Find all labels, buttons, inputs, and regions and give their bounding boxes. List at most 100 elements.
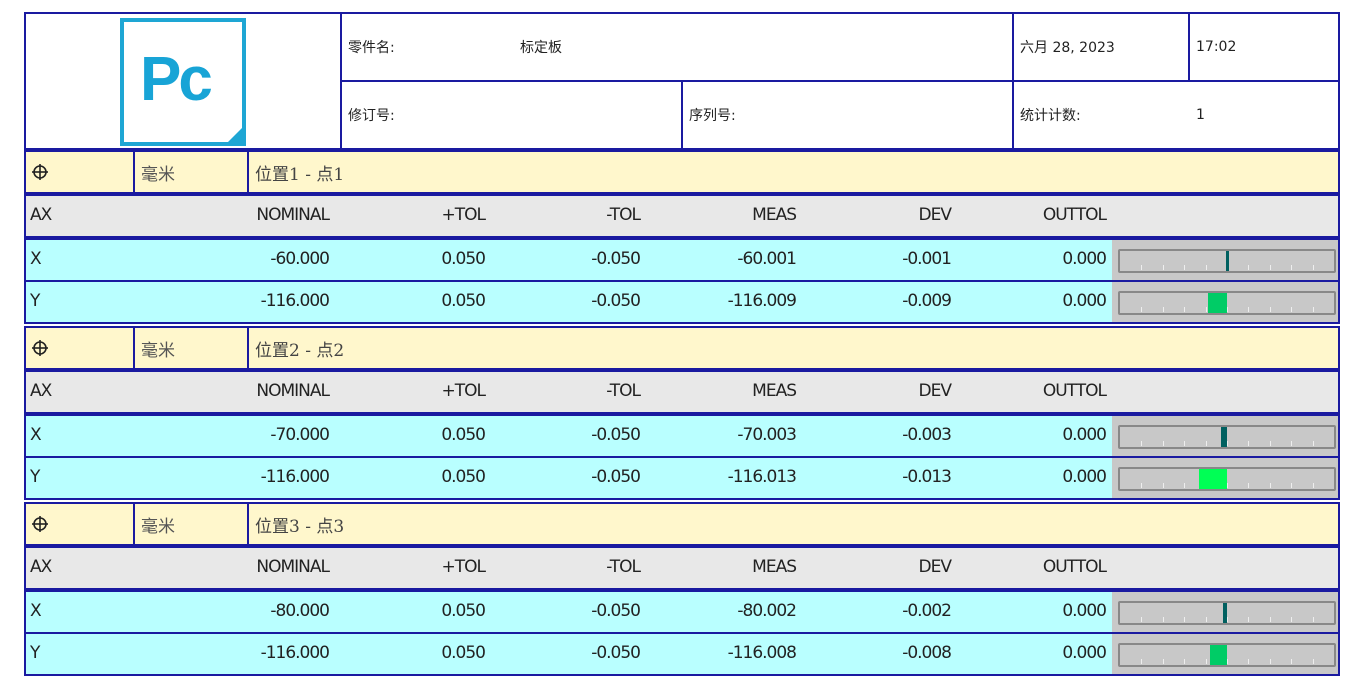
feature-title: 位置2 - 点2: [247, 326, 1340, 370]
bar-tick: [1141, 659, 1143, 664]
column-header: +TOL: [441, 381, 486, 401]
bar-tick: [1312, 265, 1314, 270]
cell-plus-tol: 0.050: [441, 291, 486, 311]
cell-dev: -0.003: [902, 425, 952, 445]
column-header: -TOL: [606, 205, 641, 225]
bar-tick: [1312, 617, 1314, 622]
bar-tick: [1162, 659, 1164, 664]
bar-tick: [1184, 307, 1186, 312]
cell-meas: -116.008: [727, 643, 797, 663]
bar-tick: [1269, 441, 1271, 446]
bar-tick: [1227, 307, 1228, 312]
bar-tick: [1141, 441, 1143, 446]
deviation-bar: [1112, 282, 1338, 322]
column-header: OUTTOL: [1042, 557, 1107, 577]
deviation-bar: [1112, 240, 1338, 280]
column-header: NOMINAL: [256, 205, 330, 225]
feature-section: 毫米 位置3 - 点3 AX NOMINAL +TOL -TOL MEAS DEV OUTT…: [24, 502, 1340, 678]
cell-dev: -0.013: [902, 467, 952, 487]
pc-dmis-logo: Pc: [120, 18, 246, 146]
cell-outtol: 0.000: [1062, 643, 1107, 663]
cell-ax: Y: [30, 291, 40, 311]
bar-tick: [1162, 307, 1164, 312]
bar-tick: [1141, 483, 1143, 488]
cell-dev: -0.009: [902, 291, 952, 311]
bar-tick: [1291, 307, 1293, 312]
column-header: NOMINAL: [256, 381, 330, 401]
bar-tick: [1269, 483, 1271, 488]
column-header: OUTTOL: [1042, 205, 1107, 225]
bar-tick: [1248, 307, 1250, 312]
table-row: Y -116.000 0.050 -0.050 -116.009 -0.009 0.000: [24, 280, 1340, 324]
table-row: X -70.000 0.050 -0.050 -70.003 -0.003 0.000: [24, 414, 1340, 458]
cell-nominal: -116.000: [260, 291, 330, 311]
date: 六月 28, 2023: [1012, 12, 1190, 82]
table-row: Y -116.000 0.050 -0.050 -116.013 -0.013 0.000: [24, 456, 1340, 500]
cell-plus-tol: 0.050: [441, 643, 486, 663]
feature-title: 位置3 - 点3: [247, 502, 1340, 546]
cell-plus-tol: 0.050: [441, 601, 486, 621]
table-row: X -80.000 0.050 -0.050 -80.002 -0.002 0.000: [24, 590, 1340, 634]
cell-ax: X: [30, 601, 42, 621]
cell-nominal: -70.000: [270, 425, 330, 445]
cell-ax: Y: [30, 467, 40, 487]
bar-tick: [1141, 617, 1143, 622]
bar-tick: [1248, 483, 1250, 488]
column-header: MEAS: [752, 205, 797, 225]
bar-tick: [1184, 483, 1186, 488]
feature-title: 位置1 - 点1: [247, 150, 1340, 194]
part-name-label: 零件名:: [348, 40, 395, 56]
part-name-value: 标定板: [520, 40, 562, 56]
column-header-row: AX NOMINAL +TOL -TOL MEAS DEV OUTTOL: [24, 194, 1340, 238]
cell-outtol: 0.000: [1062, 467, 1107, 487]
feature-icon-cell: [24, 150, 135, 194]
column-header-row: AX NOMINAL +TOL -TOL MEAS DEV OUTTOL: [24, 370, 1340, 414]
deviation-bar: [1112, 416, 1338, 456]
cell-outtol: 0.000: [1062, 601, 1107, 621]
bar-tick: [1205, 307, 1207, 312]
revision-label: 修订号:: [348, 108, 395, 124]
deviation-fill: [1207, 293, 1227, 313]
column-header: DEV: [918, 557, 952, 577]
bar-tick: [1291, 441, 1293, 446]
column-header: +TOL: [441, 205, 486, 225]
deviation-bar: [1112, 458, 1338, 498]
bar-tick: [1291, 483, 1293, 488]
bar-tick: [1162, 441, 1164, 446]
cell-meas: -116.013: [727, 467, 797, 487]
deviation-fill: [1199, 469, 1227, 489]
column-header: NOMINAL: [256, 557, 330, 577]
cell-nominal: -60.000: [270, 249, 330, 269]
part-name-cell: 零件名: 标定板: [340, 12, 1014, 82]
cell-minus-tol: -0.050: [591, 467, 641, 487]
cell-outtol: 0.000: [1062, 425, 1107, 445]
serial-label: 序列号:: [689, 108, 736, 124]
cell-ax: X: [30, 249, 42, 269]
bar-tick: [1227, 441, 1228, 446]
cell-ax: Y: [30, 643, 40, 663]
bar-tick: [1227, 617, 1228, 622]
bar-tick: [1227, 483, 1228, 488]
column-header: AX: [30, 381, 52, 401]
stat-count-label: 统计计数:: [1020, 108, 1081, 124]
feature-icon-cell: [24, 502, 135, 546]
revision-cell: 修订号:: [340, 80, 683, 150]
cell-plus-tol: 0.050: [441, 249, 486, 269]
column-header: +TOL: [441, 557, 486, 577]
cell-dev: -0.001: [902, 249, 952, 269]
bar-tick: [1269, 617, 1271, 622]
cell-plus-tol: 0.050: [441, 467, 486, 487]
serial-cell: 序列号:: [681, 80, 1014, 150]
cell-plus-tol: 0.050: [441, 425, 486, 445]
position-crosshair-icon: [32, 164, 48, 180]
cell-dev: -0.008: [902, 643, 952, 663]
cell-meas: -60.001: [737, 249, 797, 269]
bar-tick: [1184, 617, 1186, 622]
bar-tick: [1248, 441, 1250, 446]
bar-tick: [1184, 265, 1186, 270]
bar-tick: [1291, 265, 1293, 270]
column-header: -TOL: [606, 381, 641, 401]
bar-tick: [1269, 659, 1271, 664]
cell-meas: -116.009: [727, 291, 797, 311]
stat-count-cell: 统计计数: 1: [1012, 80, 1340, 150]
